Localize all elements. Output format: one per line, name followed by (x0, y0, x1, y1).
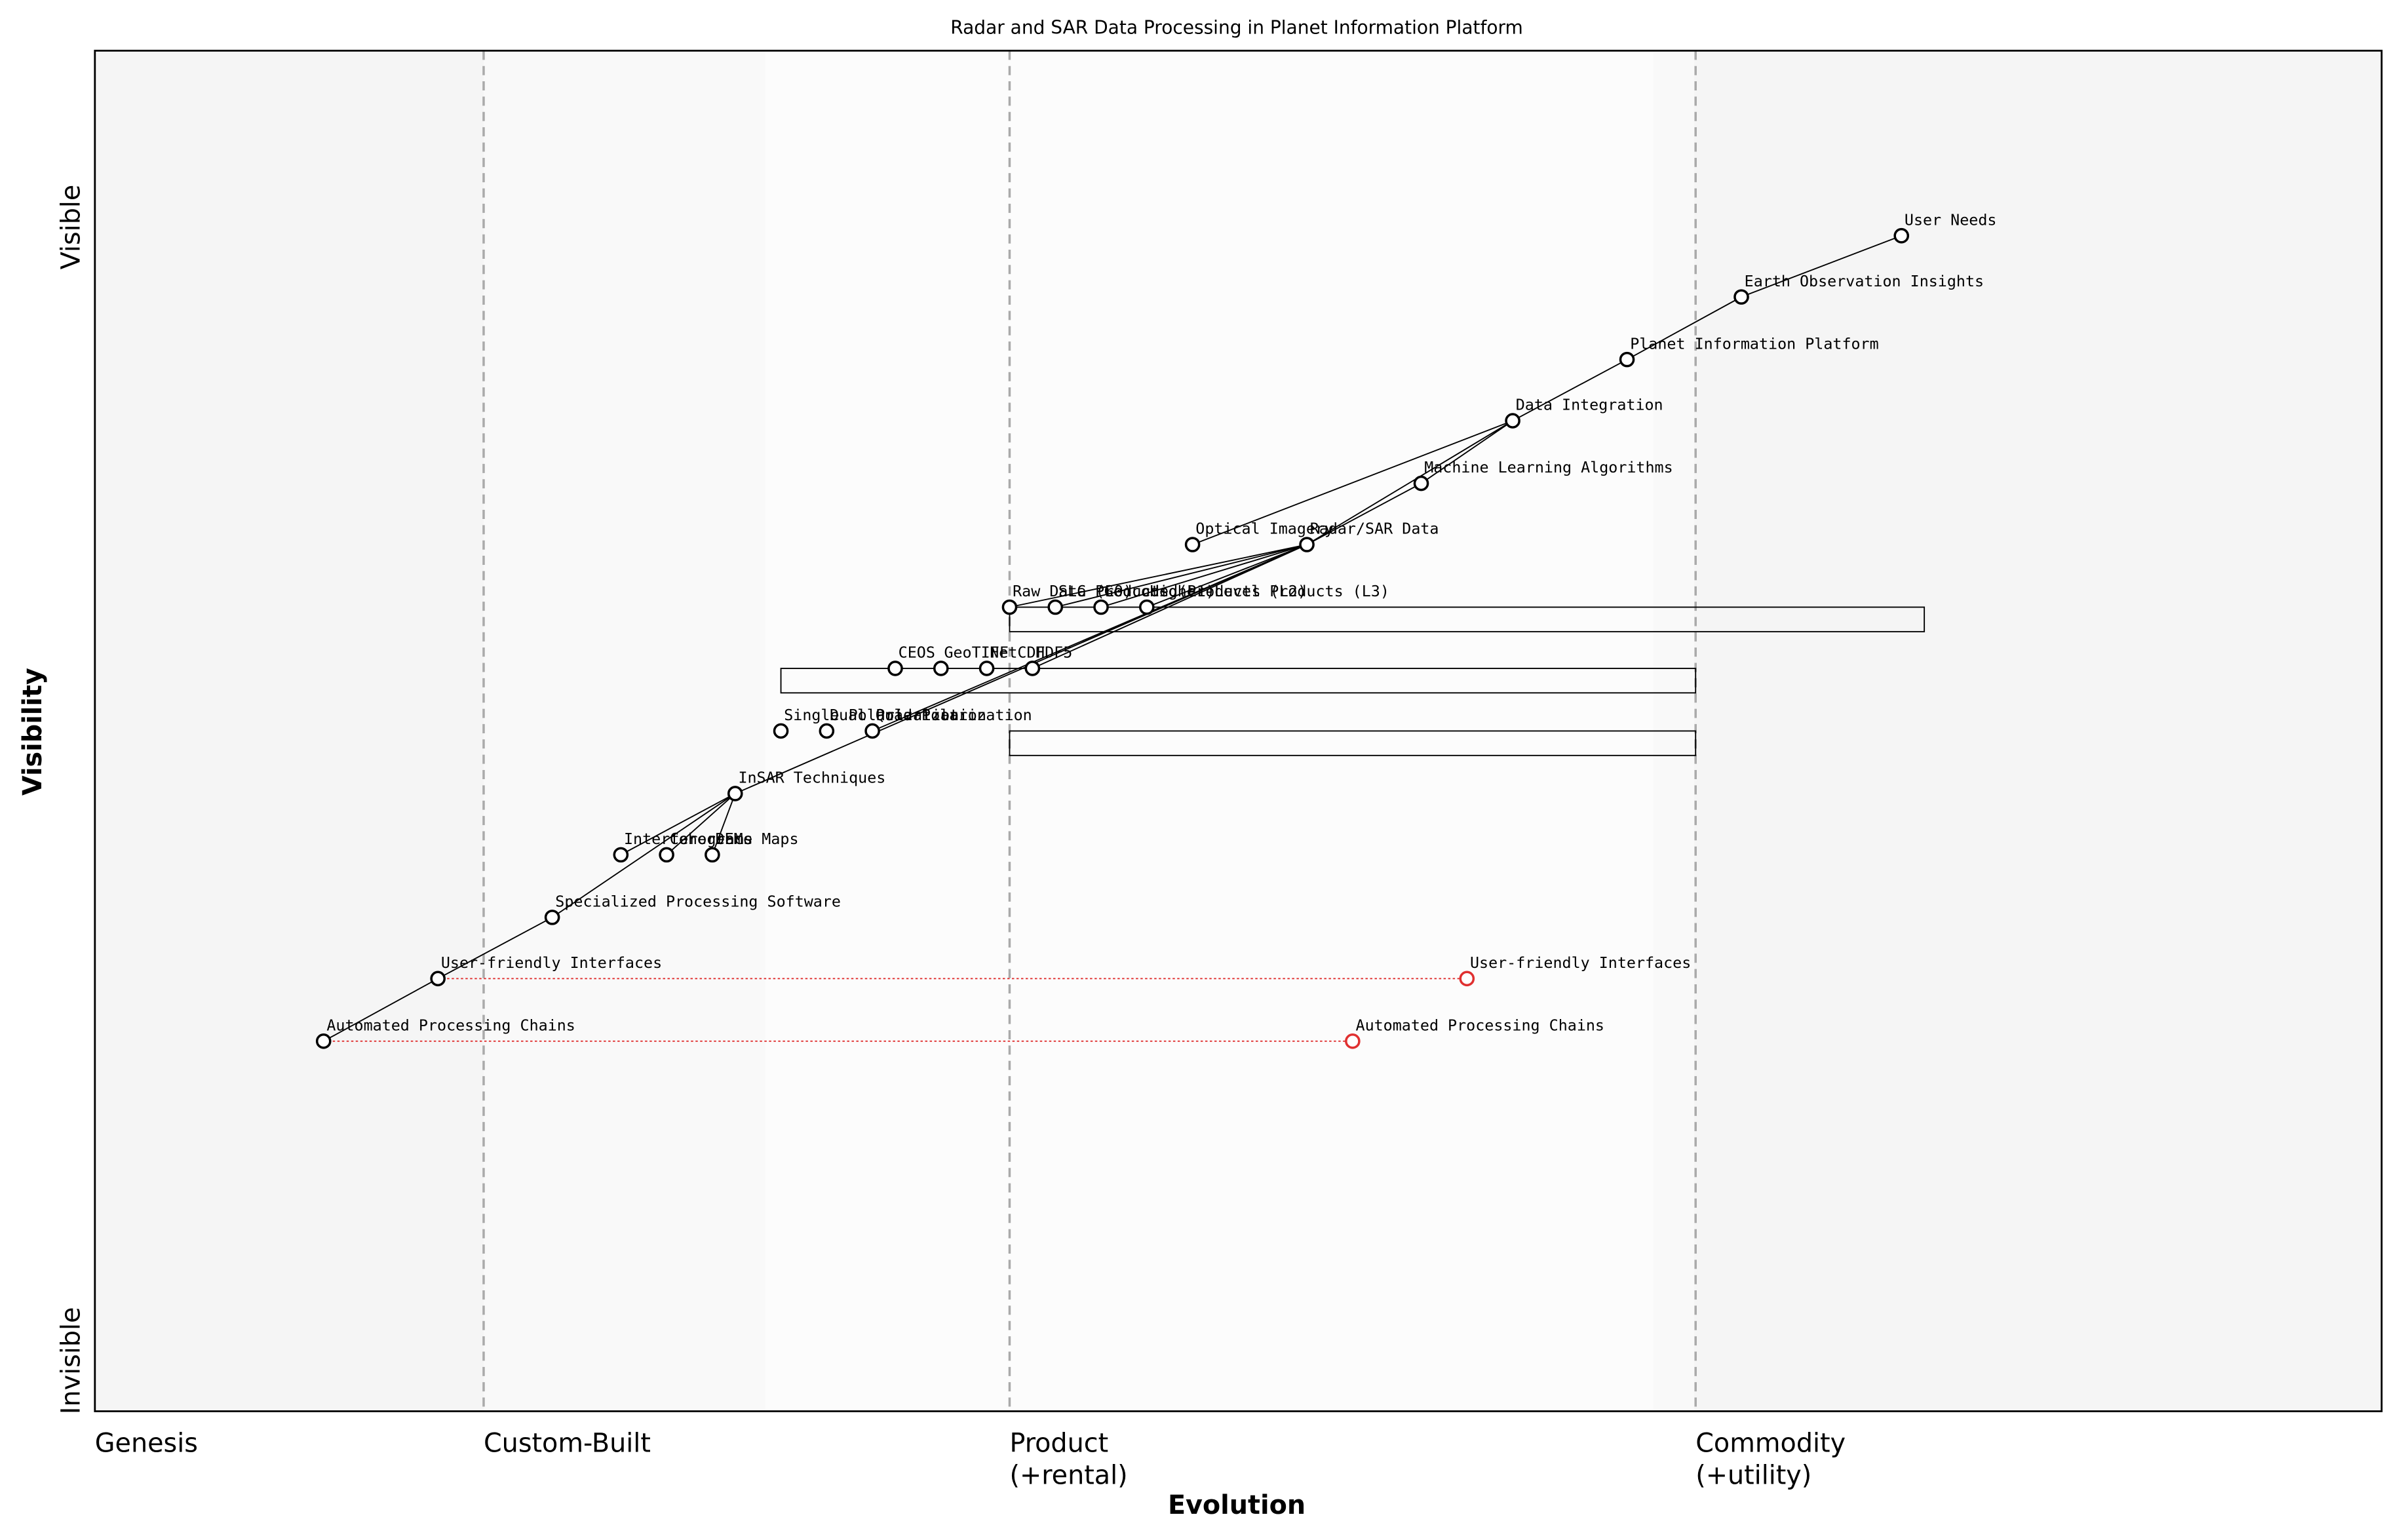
component-label: DEMs (716, 830, 752, 848)
link (1420, 420, 1513, 484)
evolved-node (1345, 1033, 1361, 1049)
link (1146, 544, 1307, 608)
pipeline (1009, 730, 1697, 756)
component-label: Radar/SAR Data (1310, 520, 1439, 538)
link (1627, 296, 1742, 360)
component-label: Higher-Level Products (L3) (1150, 582, 1389, 600)
stage-label: Product (1009, 1428, 1108, 1458)
component-node (1047, 599, 1064, 615)
component-node (933, 661, 949, 676)
component-label: Single Polarization (784, 706, 959, 724)
component-node (773, 723, 789, 739)
link (1009, 544, 1307, 608)
component-node (1139, 599, 1155, 615)
component-label: InSAR Techniques (738, 769, 885, 787)
component-label: Dual Polarization (830, 706, 986, 724)
link (620, 793, 736, 856)
component-label: Coherence Maps (670, 830, 799, 848)
component-label: Specialized Processing Software (555, 893, 841, 911)
component-node (705, 847, 720, 863)
stage-label: (+utility) (1695, 1460, 1811, 1490)
component-node (1505, 413, 1520, 429)
component-node (887, 661, 903, 676)
component-node (978, 661, 995, 676)
component-label: User Needs (1905, 210, 1997, 229)
component-node (430, 971, 446, 987)
component-label: Quad Polarization (876, 706, 1032, 724)
component-label: NetCDF (990, 644, 1045, 662)
component-label: Optical Imagery (1195, 520, 1334, 538)
map-layer: User-friendly Interfaces Automated Proces… (315, 50, 1997, 1412)
component-label: Planet Information Platform (1630, 334, 1878, 353)
plot-frame (94, 49, 2383, 1412)
stage-label: Commodity (1695, 1428, 1846, 1458)
link (1055, 544, 1307, 608)
component-node (864, 723, 880, 739)
link (1306, 420, 1513, 545)
pipeline (780, 668, 1697, 694)
component-node (1299, 537, 1315, 552)
link (1306, 482, 1422, 545)
stage-label: Custom-Built (484, 1428, 651, 1458)
evolved-label: User-friendly Interfaces (1470, 953, 1691, 972)
evolved-node (1459, 971, 1475, 987)
x-axis-label: Evolution (1168, 1490, 1306, 1520)
component-label: Earth Observation Insights (1745, 272, 1984, 290)
component-node (1619, 351, 1635, 368)
y-top-label: Visible (56, 185, 86, 270)
component-node (1893, 227, 1910, 244)
link (1100, 544, 1307, 608)
stage-label: Genesis (95, 1428, 198, 1458)
component-label: GeoTIFF (944, 644, 1008, 662)
component-label: Data Integration (1516, 396, 1663, 414)
component-label: User-friendly Interfaces (441, 953, 662, 972)
component-node (1413, 475, 1429, 491)
evolved-label: Automated Processing Chains (1356, 1016, 1604, 1034)
component-label: Automated Processing Chains (326, 1016, 575, 1034)
component-node (1093, 599, 1109, 615)
component-node (1184, 537, 1201, 552)
link (1192, 420, 1513, 545)
component-node (727, 786, 743, 801)
link (735, 544, 1307, 794)
component-node (1024, 661, 1041, 676)
chart-title: Radar and SAR Data Processing in Planet … (950, 17, 1523, 39)
component-label: Geocoded Products (L2) (1104, 582, 1307, 600)
component-label: CEOS (899, 644, 935, 662)
component-label: Interferograms (624, 830, 753, 848)
component-node (1001, 599, 1018, 615)
stage-label: (+rental) (1009, 1460, 1127, 1490)
component-node (544, 910, 560, 925)
y-axis-label: Visibility (18, 668, 48, 796)
component-label: SLC Products (L1) (1058, 582, 1215, 600)
component-node (613, 847, 629, 863)
component-node (659, 847, 674, 863)
link (437, 917, 553, 980)
link (552, 793, 736, 918)
pipeline (1009, 606, 1926, 632)
y-bottom-label: Invisible (56, 1307, 86, 1415)
component-node (819, 723, 835, 739)
link (323, 978, 438, 1042)
link (666, 793, 736, 856)
component-label: HDF5 (1035, 644, 1072, 662)
component-label: Raw Data (L0) (1013, 582, 1132, 600)
link (712, 793, 736, 855)
link (1512, 358, 1627, 421)
component-node (315, 1033, 332, 1049)
link (1032, 544, 1307, 669)
link (1741, 235, 1902, 298)
component-label: Machine Learning Algorithms (1424, 458, 1673, 476)
component-node (1733, 289, 1749, 305)
